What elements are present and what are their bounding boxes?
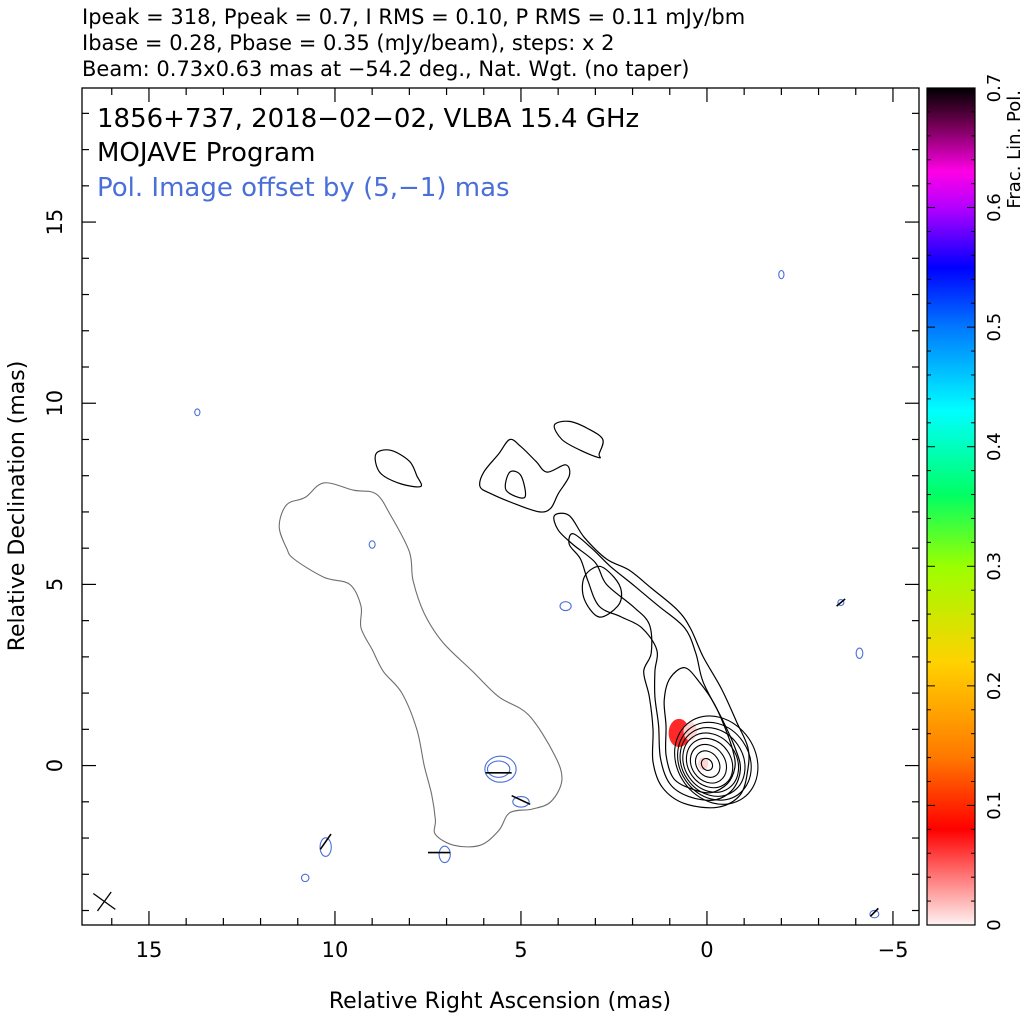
polarized-contour bbox=[869, 909, 880, 919]
polarized-contour bbox=[194, 408, 201, 417]
polarized-contour bbox=[319, 837, 332, 857]
offset-intensity-contour-layer bbox=[278, 482, 563, 848]
core-contour bbox=[685, 737, 734, 789]
polarized-contour bbox=[438, 845, 451, 864]
polarized-contour bbox=[837, 598, 845, 607]
evpa-tick bbox=[511, 794, 531, 806]
core-contour bbox=[677, 721, 752, 801]
evpa-tick bbox=[319, 833, 332, 850]
colorbar-tick-label: 0.7 bbox=[984, 74, 1005, 103]
colorbar-ticks: 0 0.1 0.2 0.3 0.4 0.5 0.6 0.7 bbox=[927, 74, 1005, 931]
source-annotation: 1856+737, 2018−02−02, VLBA 15.4 GHz bbox=[97, 104, 639, 134]
y-tick-label: 10 bbox=[43, 390, 67, 417]
beam-marker bbox=[92, 891, 116, 912]
fractional-polarization-blob bbox=[698, 757, 709, 771]
polarized-contour bbox=[486, 760, 511, 778]
intensity-contour bbox=[663, 667, 736, 794]
header-line-3: Beam: 0.73x0.63 mas at −54.2 deg., Nat. … bbox=[82, 57, 689, 81]
header-line-1: Ipeak = 318, Ppeak = 0.7, I RMS = 0.10, … bbox=[82, 5, 745, 29]
x-tick-label: 10 bbox=[322, 938, 349, 962]
colorbar-tick-label: 0.6 bbox=[984, 193, 1005, 222]
evpa-tick bbox=[869, 907, 879, 917]
colorbar-tick-label: 0 bbox=[984, 919, 1005, 930]
core-contour bbox=[679, 727, 746, 797]
intensity-contour bbox=[581, 565, 623, 618]
evpa-tick-layer bbox=[319, 598, 879, 917]
header-line-2: Ibase = 0.28, Pbase = 0.35 (mJy/beam), s… bbox=[82, 31, 614, 55]
intensity-contour bbox=[374, 449, 423, 488]
core-contour bbox=[689, 743, 728, 784]
polarized-contour bbox=[559, 601, 572, 612]
plot-area bbox=[92, 269, 880, 930]
intensity-contour bbox=[553, 420, 604, 459]
x-tick-label: 5 bbox=[514, 938, 527, 962]
polarized-intensity-contour-layer bbox=[194, 269, 880, 930]
polarized-contour bbox=[300, 873, 310, 883]
axis-ticks: 15 10 5 0 −5 15 10 5 0 bbox=[43, 88, 919, 962]
polarized-contour bbox=[855, 647, 864, 660]
polarized-contour bbox=[640, 926, 644, 930]
y-tick-label: 15 bbox=[43, 209, 67, 236]
x-axis-label: Relative Right Ascension (mas) bbox=[329, 989, 671, 1014]
colorbar bbox=[926, 87, 976, 926]
intensity-contour bbox=[504, 470, 527, 499]
intensity-contour-layer bbox=[374, 420, 759, 809]
x-tick-label: 15 bbox=[136, 938, 163, 962]
polarized-contour bbox=[778, 269, 785, 280]
y-tick-label: 5 bbox=[43, 578, 67, 591]
polarized-contour bbox=[368, 540, 376, 549]
colorbar-tick-label: 0.3 bbox=[984, 552, 1005, 581]
intensity-contour bbox=[568, 533, 742, 801]
colorbar-tick-label: 0.5 bbox=[984, 313, 1005, 342]
core-contour bbox=[700, 757, 714, 772]
y-tick-label: 0 bbox=[43, 759, 67, 772]
plot-frame bbox=[81, 87, 920, 926]
intensity-contour bbox=[553, 512, 750, 809]
y-axis-label: Relative Declination (mas) bbox=[5, 361, 30, 652]
colorbar-tick-label: 0.4 bbox=[984, 432, 1005, 461]
colorbar-tick-label: 0.2 bbox=[984, 672, 1005, 701]
core-contour bbox=[694, 750, 721, 778]
offset-annotation: Pol. Image offset by (5,−1) mas bbox=[97, 173, 510, 203]
x-tick-label: −5 bbox=[877, 938, 908, 962]
core-contour bbox=[682, 732, 740, 793]
program-annotation: MOJAVE Program bbox=[97, 138, 315, 168]
colorbar-tick-label: 0.1 bbox=[984, 791, 1005, 820]
colorbar-label: Frac. Lin. Pol. bbox=[1004, 90, 1025, 209]
offset-intensity-contour bbox=[278, 482, 563, 848]
polarized-contour bbox=[484, 755, 517, 783]
evpa-tick bbox=[836, 598, 846, 607]
core-contour bbox=[674, 715, 759, 805]
polarized-contour bbox=[512, 796, 530, 808]
intensity-contour bbox=[479, 438, 571, 513]
beam-minor-axis bbox=[96, 891, 112, 912]
x-tick-label: 0 bbox=[700, 938, 713, 962]
